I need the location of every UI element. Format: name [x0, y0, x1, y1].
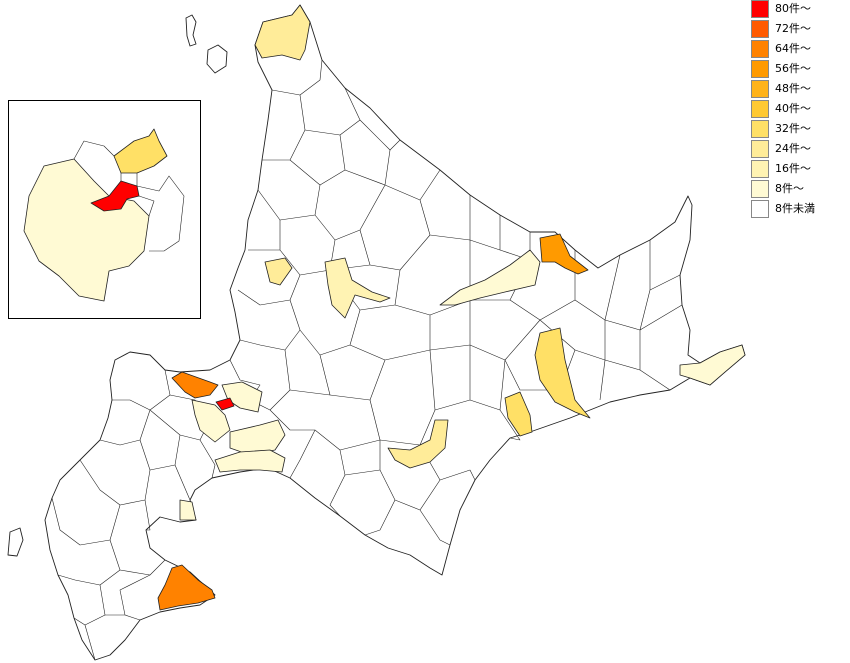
- muni-kushiro: [534, 327, 591, 419]
- muni-otaru: [171, 371, 219, 399]
- muni-asahikawa: [324, 257, 391, 319]
- highlighted-municipalities: [157, 4, 746, 611]
- legend-label: 72件～: [775, 22, 811, 35]
- muni-rumoi: [264, 257, 293, 286]
- legend-swatch: [751, 160, 769, 178]
- muni-nemuro: [679, 344, 746, 386]
- legend-swatch: [751, 100, 769, 118]
- legend-label: 16件～: [775, 162, 811, 175]
- muni-obihiro: [504, 391, 533, 437]
- legend-swatch: [751, 120, 769, 138]
- legend-swatch: [751, 140, 769, 158]
- legend-swatch: [751, 60, 769, 78]
- legend-item: 40件～: [750, 100, 850, 120]
- island-rishiri: [206, 44, 228, 74]
- inset-border-b: [73, 140, 115, 160]
- muni-wakkanai: [254, 4, 311, 61]
- legend-label: 24件～: [775, 142, 811, 155]
- muni-kitami: [539, 233, 589, 275]
- island-rebun: [185, 14, 197, 47]
- legend-swatch: [751, 20, 769, 38]
- muni-tomakomai: [214, 449, 286, 473]
- muni-yubetsu: [439, 249, 541, 306]
- legend-label: 64件～: [775, 42, 811, 55]
- legend-item: 32件～: [750, 120, 850, 140]
- legend-swatch: [751, 0, 769, 18]
- legend-item: 48件～: [750, 80, 850, 100]
- inset-sapporo-south: [23, 158, 150, 302]
- legend-label: 48件～: [775, 82, 811, 95]
- legend-label: 40件～: [775, 102, 811, 115]
- inset-map: [23, 128, 185, 302]
- legend-swatch: [751, 200, 769, 218]
- legend-label: 32件～: [775, 122, 811, 135]
- legend-item: 8件未満: [750, 200, 850, 220]
- muni-muroran: [179, 499, 197, 521]
- island-okushiri: [7, 527, 24, 557]
- muni-hakodate: [157, 564, 216, 611]
- legend-item: 8件～: [750, 180, 850, 200]
- legend-swatch: [751, 80, 769, 98]
- legend-swatch: [751, 180, 769, 198]
- inset-sapporo-north: [113, 128, 168, 174]
- legend-label: 8件未満: [775, 202, 815, 215]
- legend-swatch: [751, 40, 769, 58]
- inset-border-a: [120, 173, 185, 252]
- legend-label: 8件～: [775, 182, 804, 195]
- legend-item: 24件～: [750, 140, 850, 160]
- legend-item: 16件～: [750, 160, 850, 180]
- muni-ebetsu: [191, 399, 231, 443]
- muni-chitose: [229, 419, 286, 456]
- legend-item: 56件～: [750, 60, 850, 80]
- legend-label: 56件～: [775, 62, 811, 75]
- muni-obihiro-south: [387, 419, 449, 469]
- sapporo-inset: [8, 100, 201, 319]
- muni-sapporo: [215, 397, 235, 411]
- inset-border-c: [138, 195, 155, 217]
- legend-item: 72件～: [750, 20, 850, 40]
- legend-label: 80件～: [775, 2, 811, 15]
- legend-item: 64件～: [750, 40, 850, 60]
- legend: 80件～ 72件～ 64件～ 56件～ 48件～ 40件～ 32件～ 24件～ 16件～ 8件～ 8…: [750, 0, 850, 220]
- legend-item: 80件～: [750, 0, 850, 20]
